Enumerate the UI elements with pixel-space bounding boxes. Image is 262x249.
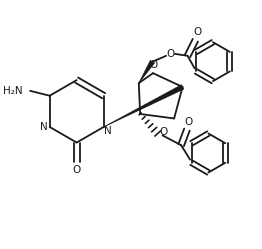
- Text: O: O: [73, 165, 81, 175]
- Text: N: N: [104, 126, 111, 136]
- Text: O: O: [149, 60, 157, 70]
- Polygon shape: [139, 60, 155, 83]
- Polygon shape: [104, 85, 184, 127]
- Text: O: O: [185, 117, 193, 127]
- Text: N: N: [40, 122, 48, 132]
- Text: O: O: [160, 126, 168, 136]
- Text: O: O: [193, 27, 201, 37]
- Text: H₂N: H₂N: [3, 86, 22, 96]
- Text: O: O: [166, 49, 174, 59]
